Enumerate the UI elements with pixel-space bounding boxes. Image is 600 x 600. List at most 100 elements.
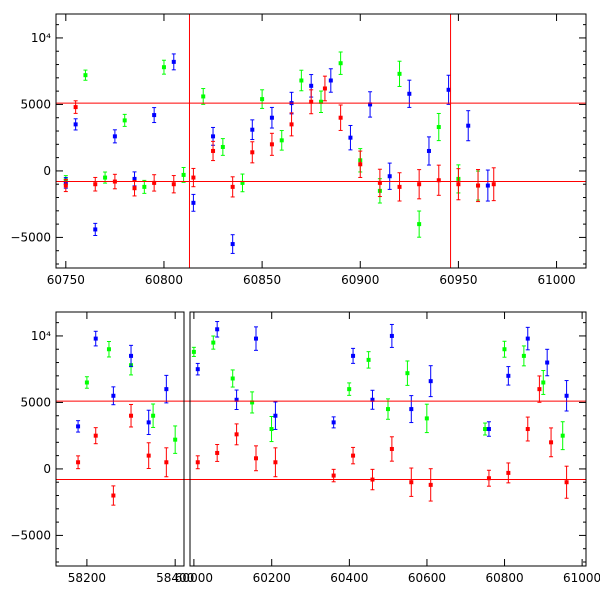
data-point — [525, 416, 530, 442]
data-point — [289, 112, 294, 137]
data-point — [171, 175, 176, 194]
data-point — [111, 485, 116, 506]
data-point — [348, 124, 353, 151]
data-point — [93, 222, 98, 236]
data-point — [151, 403, 156, 428]
data-point — [386, 398, 390, 420]
data-point — [84, 376, 89, 389]
series-blue — [76, 321, 569, 437]
data-point — [319, 90, 323, 114]
data-point — [83, 69, 88, 81]
axes-frame — [55, 13, 587, 269]
data-point — [173, 425, 178, 454]
data-point — [273, 447, 278, 478]
data-point — [521, 345, 526, 367]
data-point — [254, 326, 258, 351]
data-point — [215, 444, 220, 462]
data-point — [428, 468, 433, 502]
y-tick-label: 5000 — [20, 395, 51, 409]
data-point — [368, 91, 373, 118]
data-point — [405, 360, 410, 386]
data-point — [112, 129, 117, 144]
data-point — [299, 69, 304, 92]
x-tick-label: 60200 — [253, 571, 291, 585]
data-point — [545, 348, 550, 377]
x-tick-label: 58200 — [68, 571, 106, 585]
data-point — [146, 442, 151, 469]
x-tick-label: 60800 — [145, 273, 183, 287]
data-point — [322, 75, 327, 102]
data-point — [211, 335, 216, 350]
x-tick-label: 61000 — [563, 571, 600, 585]
y-tick-label: 0 — [43, 164, 51, 178]
data-point — [502, 340, 507, 358]
data-point — [106, 340, 111, 358]
data-point — [377, 168, 382, 198]
data-point — [417, 210, 422, 238]
data-point — [269, 415, 274, 443]
series-blue — [63, 53, 490, 254]
data-point — [506, 366, 511, 386]
data-point — [279, 130, 284, 151]
data-point — [417, 169, 422, 200]
x-tick-label: 60400 — [330, 571, 368, 585]
data-point — [366, 351, 371, 369]
y-tick-label: −5000 — [10, 230, 51, 244]
data-point — [181, 166, 186, 183]
data-point — [164, 374, 169, 404]
x-tick-label: 60950 — [439, 273, 477, 287]
x-tick-label: 60000 — [175, 571, 213, 585]
data-point — [93, 427, 98, 445]
data-point — [446, 74, 451, 105]
data-point — [537, 375, 542, 403]
data-point — [164, 447, 169, 478]
data-point — [269, 132, 274, 156]
data-point — [436, 164, 441, 196]
data-point — [250, 119, 255, 141]
data-point — [409, 467, 414, 497]
data-point — [466, 110, 471, 142]
data-point — [331, 416, 336, 429]
data-point — [525, 326, 530, 351]
data-point — [309, 89, 314, 115]
y-tick-label: 5000 — [20, 97, 51, 111]
data-point — [549, 427, 554, 458]
data-point — [195, 455, 200, 470]
data-point — [338, 104, 343, 131]
data-point — [436, 112, 441, 142]
x-tick-label: 60800 — [485, 571, 523, 585]
data-point — [483, 422, 488, 436]
data-point — [273, 401, 278, 430]
data-point — [234, 423, 239, 446]
data-point — [370, 389, 375, 410]
data-point — [215, 321, 220, 338]
x-tick-label: 60850 — [243, 273, 281, 287]
axes-frame — [189, 311, 587, 567]
data-point — [230, 176, 235, 198]
data-point — [338, 51, 343, 75]
data-point — [230, 369, 235, 388]
data-point — [191, 167, 196, 188]
data-point — [424, 403, 429, 434]
data-point — [122, 113, 127, 127]
data-point — [358, 150, 363, 178]
top-panel: −5000 0 5000 10⁴ 60750 60800 60850 60900 60950 61… — [10, 13, 587, 287]
series-red — [76, 375, 569, 506]
data-point — [211, 140, 216, 162]
data-point — [387, 162, 392, 190]
data-point — [93, 176, 98, 192]
data-point — [409, 395, 414, 424]
data-point — [191, 346, 196, 357]
data-point — [250, 391, 255, 414]
data-point — [195, 362, 200, 376]
data-point — [456, 168, 461, 201]
data-point — [171, 53, 176, 71]
data-point — [132, 179, 137, 197]
data-point — [328, 68, 333, 93]
data-point — [564, 465, 569, 499]
data-point — [428, 365, 433, 398]
data-point — [389, 436, 394, 462]
data-point — [152, 174, 157, 192]
